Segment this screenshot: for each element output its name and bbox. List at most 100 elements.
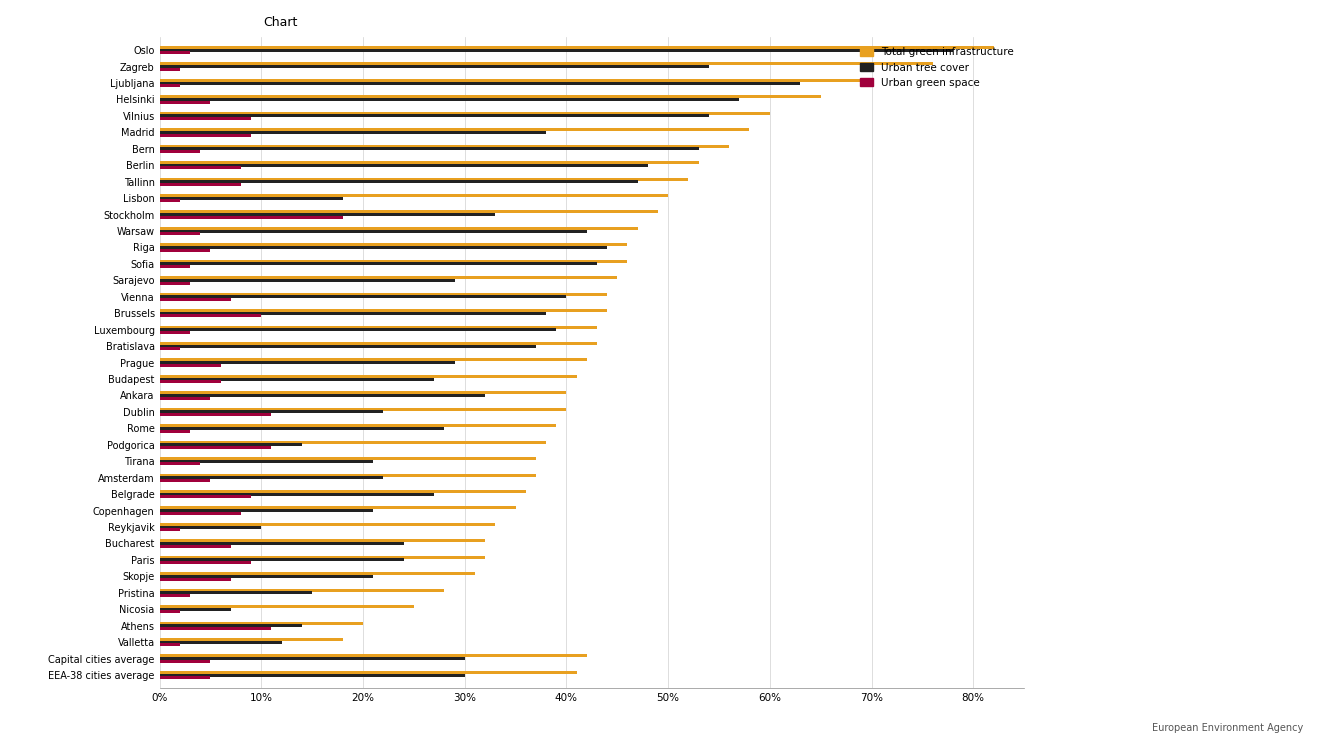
Bar [160,509,374,512]
Bar [160,281,190,284]
Bar [160,133,251,136]
Bar [160,605,414,608]
Bar [160,81,801,84]
Bar [160,345,536,348]
Bar [160,391,567,394]
Bar [160,331,190,334]
Bar [160,249,210,252]
Bar [160,591,313,594]
Bar [160,364,221,367]
Bar [160,561,251,564]
Bar [160,627,271,630]
Bar [160,424,556,427]
Bar [160,112,770,115]
Bar [160,413,271,416]
Text: European Environment Agency: European Environment Agency [1152,722,1303,733]
Bar [160,128,750,131]
Bar [160,441,547,444]
Bar [160,62,932,65]
Bar [160,460,374,462]
Bar [160,329,556,332]
Bar [160,671,577,674]
Bar [160,506,516,509]
Bar [160,377,434,380]
Bar [160,232,201,235]
Bar [160,98,739,101]
Bar [160,641,282,644]
Bar [160,375,577,378]
Bar [160,342,597,345]
Bar [160,166,241,169]
Bar [160,462,201,465]
Bar [160,577,231,580]
Bar [160,594,190,597]
Bar [160,145,729,148]
Bar [160,657,464,660]
Bar [160,197,343,200]
Bar [160,443,302,446]
Bar [160,512,241,515]
Bar [160,539,485,542]
Bar [160,161,698,164]
Bar [160,260,628,263]
Bar [160,298,231,301]
Bar [160,131,547,134]
Bar [160,559,404,562]
Bar [160,643,180,646]
Bar [160,394,485,397]
Bar [160,216,343,219]
Legend: Total green infrastructure, Urban tree cover, Urban green space: Total green infrastructure, Urban tree c… [855,42,1019,93]
Bar [160,361,455,364]
Bar [160,493,434,496]
Bar [160,263,597,266]
Bar [160,276,617,279]
Bar [160,84,180,87]
Bar [160,117,251,120]
Bar [160,312,547,314]
Bar [160,243,628,246]
Bar [160,79,871,82]
Bar [160,115,709,118]
Bar [160,68,180,71]
Bar [160,427,444,430]
Bar [160,95,821,98]
Bar [160,660,210,663]
Bar [160,523,495,526]
Bar [160,101,210,104]
Bar [160,347,180,350]
Text: Chart: Chart [263,16,298,29]
Bar [160,246,606,249]
Bar [160,542,404,545]
Bar [160,293,606,296]
Bar [160,380,221,383]
Bar [160,397,210,400]
Bar [160,625,302,628]
Bar [160,150,201,153]
Bar [160,358,587,361]
Bar [160,326,597,329]
Bar [160,164,648,166]
Bar [160,408,567,411]
Bar [160,51,190,54]
Bar [160,210,658,213]
Bar [160,477,383,480]
Bar [160,545,231,548]
Bar [160,479,210,482]
Bar [160,309,606,312]
Bar [160,199,180,202]
Bar [160,295,567,298]
Bar [160,178,689,181]
Bar [160,610,180,613]
Bar [160,589,444,592]
Bar [160,575,374,578]
Bar [160,227,637,230]
Bar [160,638,343,641]
Bar [160,622,363,625]
Bar [160,608,231,610]
Bar [160,457,536,460]
Bar [160,183,241,186]
Bar [160,265,190,268]
Bar [160,411,383,414]
Bar [160,490,525,493]
Bar [160,495,251,498]
